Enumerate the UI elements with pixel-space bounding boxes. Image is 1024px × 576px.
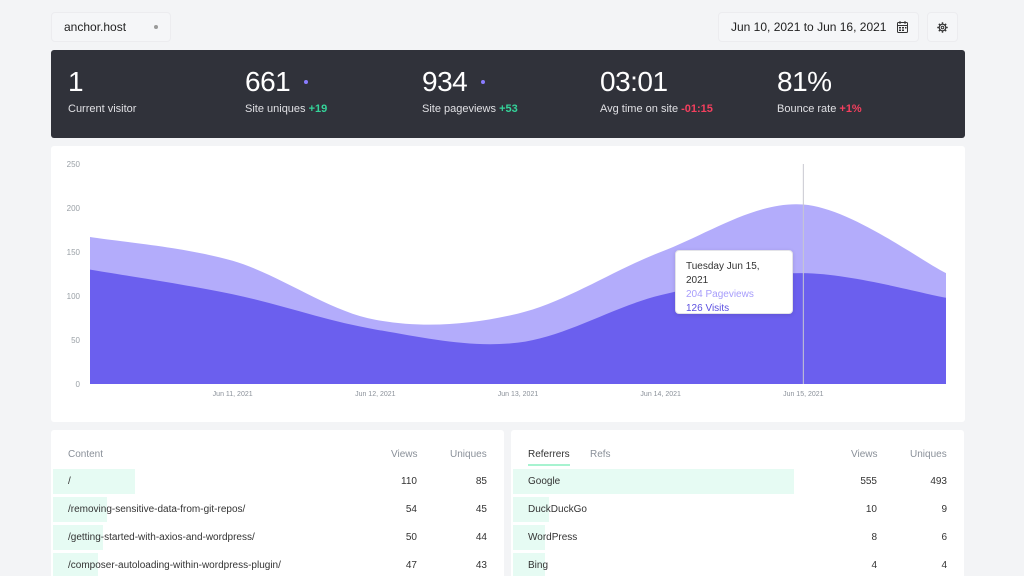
date-range-text: Jun 10, 2021 to Jun 16, 2021 [731,20,887,34]
row-label[interactable]: DuckDuckGo [528,504,587,515]
stat-site-uniques[interactable]: 661 Site uniques +19 [245,66,327,115]
date-range-picker[interactable]: Jun 10, 2021 to Jun 16, 2021 [718,12,919,42]
row-label[interactable]: Google [528,476,561,487]
x-tick-label: Jun 15, 2021 [783,391,824,398]
row-label[interactable]: / [68,476,71,487]
row-views: 555 [860,476,877,487]
y-tick-label: 150 [67,248,81,257]
stat-value: 661 [245,66,291,97]
table-row[interactable]: /removing-sensitive-data-from-git-repos/… [51,497,504,522]
stat-value: 03:01 [600,66,668,97]
x-tick-label: Jun 14, 2021 [640,391,681,398]
series-marker-icon [481,80,486,84]
column-header-content: Content [68,449,104,460]
stat-value: 934 [422,66,468,97]
series-marker-icon [304,80,309,84]
stat-avg-time: 03:01 Avg time on site -01:15 [600,66,713,115]
share-bar [513,553,545,576]
share-bar [513,525,545,550]
table-row[interactable]: /getting-started-with-axios-and-wordpres… [51,525,504,550]
row-uniques: 43 [475,560,487,571]
stat-value: 1 [68,66,84,97]
stat-site-pageviews[interactable]: 934 Site pageviews +53 [422,66,518,115]
stat-current-visitors: 1 Current visitor [68,66,136,115]
share-bar [53,469,135,494]
x-tick-label: Jun 12, 2021 [355,391,396,398]
table-row[interactable]: DuckDuckGo 10 9 [511,497,964,522]
table-row[interactable]: Bing 4 4 [511,553,964,576]
row-views: 54 [405,504,417,515]
stat-label: Current visitor [68,103,137,115]
tooltip-title: Tuesday Jun 15, 2021 [686,261,760,286]
row-views: 8 [871,532,877,543]
table-row[interactable]: /composer-autoloading-within-wordpress-p… [51,553,504,576]
settings-button[interactable] [927,12,958,42]
share-bar [53,497,108,522]
share-bar [513,469,794,494]
x-tick-label: Jun 13, 2021 [498,391,539,398]
row-label[interactable]: Bing [528,560,549,571]
table-header: Referrers Refs Views Uniques [511,449,964,466]
site-name: anchor.host [64,20,127,34]
stat-label: Bounce rate [777,103,837,115]
tab-referrers[interactable]: Referrers [528,449,570,466]
stat-delta: +53 [499,103,518,115]
column-header-uniques[interactable]: Uniques [910,449,947,460]
row-uniques: 6 [941,532,947,543]
y-tick-label: 50 [71,336,80,345]
tab-refs[interactable]: Refs [590,449,611,460]
table-row[interactable]: / 110 85 [51,469,504,494]
stat-label: Site uniques [245,103,306,115]
stat-delta: +19 [308,103,328,115]
row-views: 10 [865,504,877,515]
share-bar [513,497,550,522]
gear-icon [937,21,948,33]
stat-label: Avg time on site [600,103,679,115]
tooltip-pageviews: 204 Pageviews [686,289,754,300]
dropdown-dot-icon [154,25,158,29]
column-header-views[interactable]: Views [851,449,878,460]
chart-tooltip: Tuesday Jun 15, 2021 204 Pageviews 126 V… [675,250,793,314]
site-selector[interactable]: anchor.host [51,12,171,42]
stat-label: Site pageviews [422,103,496,115]
row-label[interactable]: /composer-autoloading-within-wordpress-p… [68,560,281,571]
row-uniques: 44 [475,532,487,543]
share-bar [53,525,103,550]
share-bar [53,553,99,576]
row-label[interactable]: /removing-sensitive-data-from-git-repos/ [68,504,246,515]
column-header-views[interactable]: Views [391,449,418,460]
y-tick-label: 250 [67,160,81,169]
stat-delta: -01:15 [681,103,713,115]
stat-delta: +1% [839,103,862,115]
tooltip-visits: 126 Visits [686,303,730,314]
y-tick-label: 0 [76,380,81,389]
row-views: 4 [871,560,877,571]
row-label[interactable]: /getting-started-with-axios-and-wordpres… [68,532,255,543]
row-uniques: 4 [941,560,947,571]
y-tick-label: 100 [67,292,81,301]
traffic-chart[interactable]: 250 200 150 100 50 0 Jun 11, 2021 Jun 12, 2021 J… [51,146,965,422]
row-uniques: 493 [930,476,947,487]
table-row[interactable]: WordPress 8 6 [511,525,964,550]
row-uniques: 85 [475,476,487,487]
referrers-table: Referrers Refs Views Uniques Google 555 49… [511,430,964,576]
x-tick-label: Jun 11, 2021 [213,391,253,398]
calendar-icon [897,21,908,33]
stat-value: 81% [777,66,832,97]
content-table: Content Views Uniques / 110 85/removing-se… [51,430,504,576]
row-views: 50 [405,532,417,543]
table-header: Content Views Uniques [51,449,504,463]
row-views: 47 [405,560,417,571]
column-header-uniques[interactable]: Uniques [450,449,487,460]
y-tick-label: 200 [67,204,81,213]
table-row[interactable]: Google 555 493 [511,469,964,494]
row-label[interactable]: WordPress [528,532,578,543]
row-uniques: 9 [941,504,947,515]
row-uniques: 45 [475,504,487,515]
stats-bar: 1 Current visitor 661 Site uniques +19 9… [51,50,965,138]
row-views: 110 [401,476,417,487]
stat-bounce-rate: 81% Bounce rate +1% [777,66,862,115]
traffic-chart-card: 250 200 150 100 50 0 Jun 11, 2021 Jun 12, 2021 J… [51,146,965,422]
